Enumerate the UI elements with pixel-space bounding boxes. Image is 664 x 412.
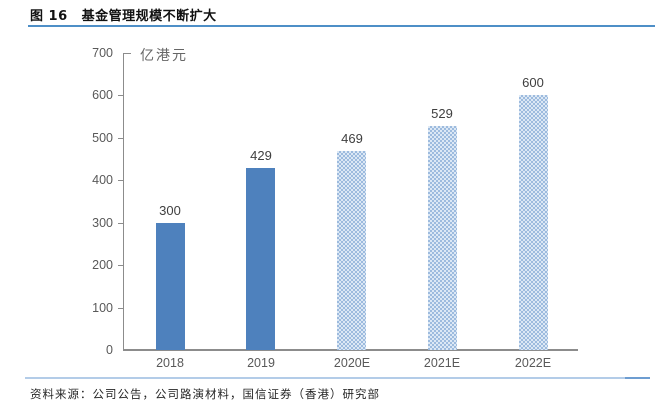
y-tick-label: 200 xyxy=(92,258,113,272)
footer-divider-accent xyxy=(625,377,650,379)
y-tick-label: 100 xyxy=(92,301,113,315)
bar-2020E xyxy=(337,151,366,350)
x-category-label: 2018 xyxy=(156,356,184,370)
bar-2019 xyxy=(246,168,275,350)
y-axis-tick xyxy=(118,308,123,309)
y-tick-label: 0 xyxy=(106,343,113,357)
bar-value-label: 600 xyxy=(522,75,544,90)
bar-2018 xyxy=(156,223,185,350)
y-axis-tick xyxy=(118,95,123,96)
figure-title: 图 16 基金管理规模不断扩大 xyxy=(30,5,217,24)
bar-2021E xyxy=(428,126,457,350)
bar-value-label: 469 xyxy=(341,131,363,146)
y-tick-label: 600 xyxy=(92,88,113,102)
x-category-label: 2021E xyxy=(423,356,461,370)
figure-title-text: 基金管理规模不断扩大 xyxy=(81,9,217,24)
y-tick-label: 300 xyxy=(92,216,113,230)
y-axis-tick xyxy=(118,265,123,266)
footer-divider-line xyxy=(25,377,625,379)
y-tick-label: 700 xyxy=(92,46,113,60)
bar-2022E xyxy=(519,95,548,350)
x-category-label: 2019 xyxy=(247,356,275,370)
y-tick-label: 500 xyxy=(92,131,113,145)
y-axis-unit-label: 亿港元 xyxy=(140,48,188,64)
data-source-note: 资料来源：公司公告，公司路演材料，国信证券（香港）研究部 xyxy=(30,387,380,401)
x-category-label: 2022E xyxy=(514,356,552,370)
y-axis-line xyxy=(123,53,124,350)
x-axis-line xyxy=(123,349,578,351)
bar-value-label: 429 xyxy=(250,148,272,163)
bar-value-label: 300 xyxy=(159,203,181,218)
y-axis-tick xyxy=(124,53,131,54)
y-tick-label: 400 xyxy=(92,173,113,187)
bar-value-label: 529 xyxy=(431,106,453,121)
y-axis-tick xyxy=(118,180,123,181)
figure-number-label: 图 16 xyxy=(30,9,68,24)
y-axis-tick xyxy=(118,223,123,224)
title-divider-line xyxy=(28,25,655,27)
y-axis-tick xyxy=(118,138,123,139)
x-category-label: 2020E xyxy=(333,356,371,370)
